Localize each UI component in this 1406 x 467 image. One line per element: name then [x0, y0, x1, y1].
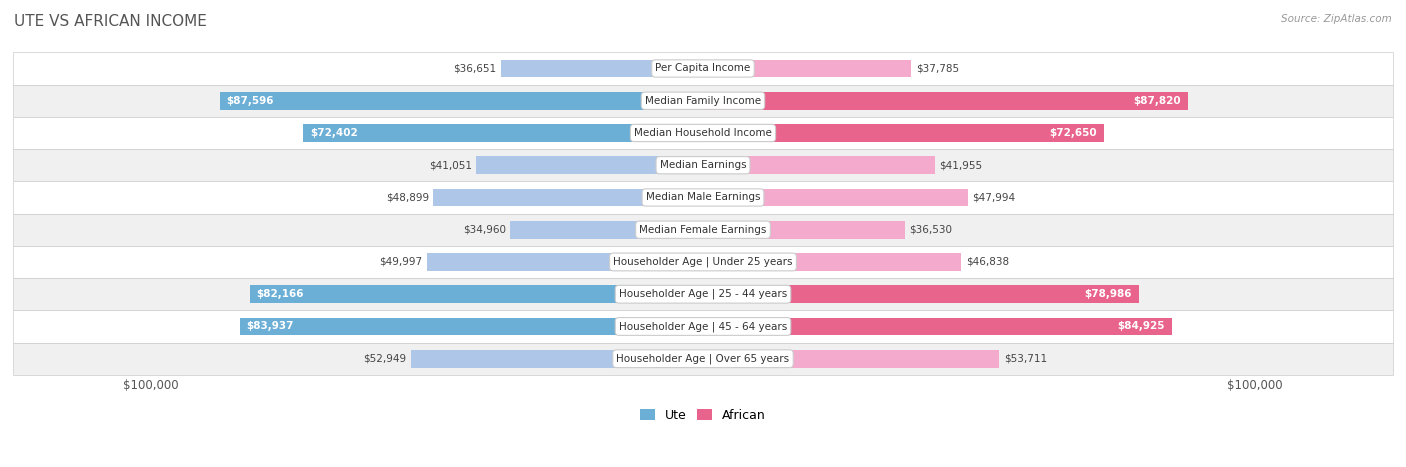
Text: $34,960: $34,960 [463, 225, 506, 235]
Bar [219, 92, 703, 110]
Text: $72,402: $72,402 [311, 128, 359, 138]
Text: Per Capita Income: Per Capita Income [655, 64, 751, 73]
Text: $36,651: $36,651 [453, 64, 496, 73]
Text: $47,994: $47,994 [972, 192, 1015, 203]
Text: Source: ZipAtlas.com: Source: ZipAtlas.com [1281, 14, 1392, 24]
Bar [13, 343, 1393, 375]
Text: $53,711: $53,711 [1004, 354, 1047, 364]
Bar [703, 253, 962, 271]
Text: Householder Age | 25 - 44 years: Householder Age | 25 - 44 years [619, 289, 787, 299]
Bar [703, 124, 1104, 142]
Text: $46,838: $46,838 [966, 257, 1010, 267]
Bar [703, 350, 1000, 368]
Bar [304, 124, 703, 142]
Bar [477, 156, 703, 174]
Bar [703, 318, 1171, 335]
Bar [510, 221, 703, 239]
Bar [433, 189, 703, 206]
Bar [703, 285, 1139, 303]
Bar [13, 149, 1393, 181]
Bar [13, 213, 1393, 246]
Bar [13, 311, 1393, 343]
Text: Median Earnings: Median Earnings [659, 160, 747, 170]
Bar [13, 117, 1393, 149]
Text: $49,997: $49,997 [380, 257, 423, 267]
Bar [250, 285, 703, 303]
Bar [427, 253, 703, 271]
Text: Householder Age | Over 65 years: Householder Age | Over 65 years [616, 354, 790, 364]
Text: Median Female Earnings: Median Female Earnings [640, 225, 766, 235]
Text: $82,166: $82,166 [256, 289, 304, 299]
Bar [240, 318, 703, 335]
Text: $52,949: $52,949 [363, 354, 406, 364]
Text: Householder Age | 45 - 64 years: Householder Age | 45 - 64 years [619, 321, 787, 332]
Text: $36,530: $36,530 [910, 225, 952, 235]
Text: UTE VS AFRICAN INCOME: UTE VS AFRICAN INCOME [14, 14, 207, 29]
Bar [13, 52, 1393, 85]
Text: $87,820: $87,820 [1133, 96, 1181, 106]
Text: Householder Age | Under 25 years: Householder Age | Under 25 years [613, 257, 793, 267]
Bar [703, 156, 935, 174]
Text: $48,899: $48,899 [385, 192, 429, 203]
Bar [703, 221, 904, 239]
Text: $84,925: $84,925 [1118, 321, 1166, 332]
Text: $78,986: $78,986 [1084, 289, 1132, 299]
Text: $87,596: $87,596 [226, 96, 274, 106]
Bar [703, 189, 967, 206]
Bar [13, 278, 1393, 311]
Text: $41,955: $41,955 [939, 160, 981, 170]
Bar [13, 246, 1393, 278]
Text: $41,051: $41,051 [429, 160, 472, 170]
Bar [411, 350, 703, 368]
Bar [13, 85, 1393, 117]
Bar [703, 92, 1188, 110]
Bar [703, 60, 911, 78]
Bar [13, 181, 1393, 213]
Text: $37,785: $37,785 [915, 64, 959, 73]
Bar [501, 60, 703, 78]
Text: Median Household Income: Median Household Income [634, 128, 772, 138]
Text: Median Male Earnings: Median Male Earnings [645, 192, 761, 203]
Text: Median Family Income: Median Family Income [645, 96, 761, 106]
Text: $72,650: $72,650 [1050, 128, 1097, 138]
Legend: Ute, African: Ute, African [636, 403, 770, 427]
Text: $83,937: $83,937 [246, 321, 294, 332]
